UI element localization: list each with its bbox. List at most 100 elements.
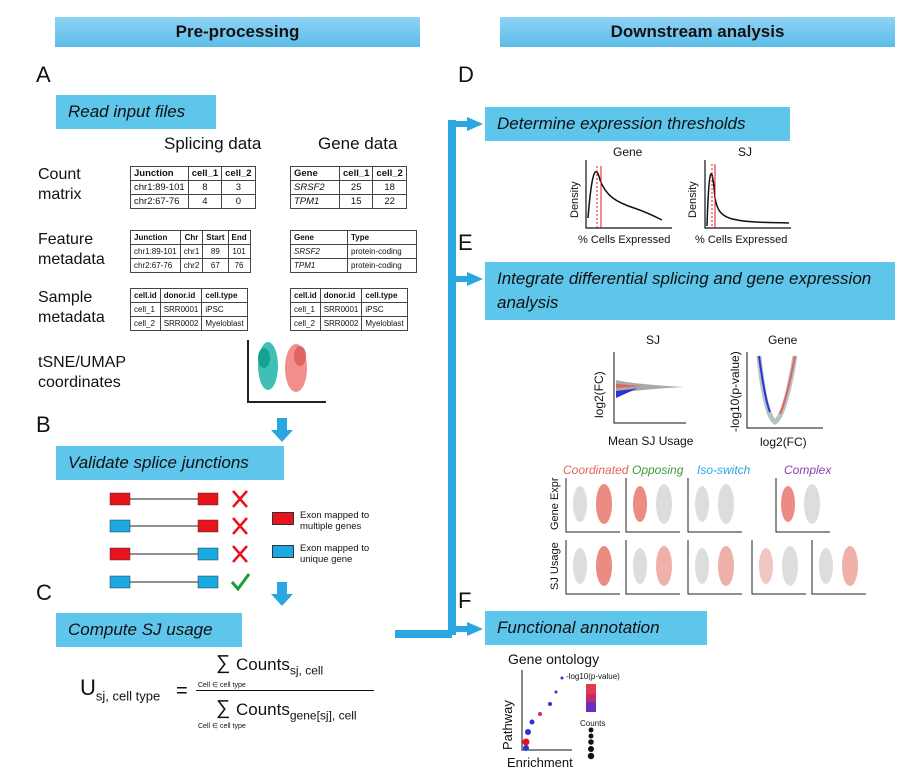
table-cell: 15 [338,194,374,209]
integrate-box: Integrate differential splicing and gene… [485,262,895,320]
legend-red-swatch [272,512,294,525]
table-cell: donor.id [319,288,363,303]
gene-data-title: Gene data [318,134,398,153]
table-cell: Junction [130,230,181,245]
formula-denominator: Countsgene[sj], cell [236,700,357,722]
diff-sj-ylabel: log2(FC) [592,371,606,418]
legend-red-label: Exon mapped to multiple genes [300,510,370,532]
umap-gene-opposing [625,478,680,533]
row-label-count-matrix: Count matrix [38,166,82,203]
density-gene-xlabel: % Cells Expressed [578,234,671,246]
table-cell: chr1:89-101 [130,180,189,195]
umap-sj-opposing [625,540,680,595]
table-cell: TPM1 [290,258,348,273]
umap-sj-isoswitch [687,540,742,595]
table-cell: cell.id [130,288,161,303]
thresholds-box: Determine expression thresholds [485,107,790,141]
table-cell: Myeloblast [361,316,408,331]
table-cell: donor.id [159,288,203,303]
umap-sj-complex-b [811,540,866,595]
read-input-box: Read input files [56,95,216,129]
umap-sj-coordinated [565,540,620,595]
table-cell: Junction [130,166,189,181]
table-cell: Start [202,230,229,245]
formula-u-letter: U [80,675,96,700]
table-cell: chr2:67-76 [130,194,189,209]
category-opposing: Opposing [632,463,684,477]
table-cell: cell.id [290,288,321,303]
table-cell: 89 [202,244,229,259]
go-counts-label: Counts [580,719,606,728]
formula-num-under: Cell ∈ cell type [198,682,246,689]
umap-gene-isoswitch [687,478,742,533]
connector-arrows [395,117,483,638]
compute-box: Compute SJ usage [56,613,242,647]
table-cell: cell.type [361,288,408,303]
density-sj-xlabel: % Cells Expressed [695,234,788,246]
table-cell: 67 [202,258,229,273]
diff-gene-ylabel: -log10(p-value) [728,351,742,432]
splicing-data-title: Splicing data [164,134,262,153]
umap-gene-coordinated [565,478,620,533]
diff-sj-title: SJ [646,333,661,347]
diff-gene-title: Gene [768,333,798,347]
table-cell: End [227,230,251,245]
formula-den-under: Cell ∈ cell type [198,723,246,730]
table-cell: SRR0002 [319,316,363,331]
table-cell: Gene [290,166,340,181]
table-cell: chr1:89-101 [130,244,181,259]
down-arrow [271,582,293,606]
junction-diagram [109,490,251,592]
category-isoswitch: Iso-switch [697,463,751,477]
functional-box: Functional annotation [485,611,707,645]
table-cell: SRR0002 [159,316,203,331]
volcano-plot [746,352,823,429]
legend-blue-swatch [272,545,294,558]
density-sj-ylabel: Density [687,181,699,218]
table-cell: Gene [290,230,348,245]
table-cell: chr2 [179,258,204,273]
row-label-tsne: tSNE/UMAP coordinates [38,354,126,391]
panel-letter-c: C [36,580,52,605]
density-sj-plot [704,160,791,229]
panel-letter-b: B [36,412,51,437]
table-cell: cell_1 [290,302,321,317]
go-pathway-label: Pathway [500,700,515,750]
table-cell: Myeloblast [201,316,248,331]
table-cell: TPM1 [290,194,340,209]
formula-fraction-bar [196,690,374,691]
table-cell: SRR0001 [319,302,363,317]
table-cell: Chr [179,230,204,245]
numerator-word: Counts [236,655,290,674]
table-cell: cell_2 [221,166,256,181]
numerator-sub: sj, cell [289,663,324,678]
denominator-word: Counts [236,700,290,719]
gene-feature-table: Gene Type SRSF2 protein-coding TPM1 protein… [290,230,417,273]
go-enrichment-label: Enrichment [507,755,573,770]
table-cell: cell_2 [130,316,161,331]
legend-blue-label: Exon mapped to unique gene [300,543,370,565]
validate-box: Validate splice junctions [56,446,284,480]
table-cell: 25 [338,180,374,195]
table-cell: 76 [227,258,251,273]
gene-sample-table: cell.id donor.id cell.type cell_1 SRR0001 iP… [290,288,408,331]
go-pval-label: -log10(p-value) [566,672,620,681]
table-cell: SRSF2 [290,244,348,259]
ma-plot [613,352,686,424]
table-cell: 101 [227,244,251,259]
formula-sum-num: ∑ [216,652,231,674]
row-sj-usage: SJ Usage [549,542,561,590]
row-gene-expr: Gene Expr [549,477,561,530]
category-coordinated: Coordinated [563,463,629,477]
table-cell: iPSC [201,302,248,317]
panel-letter-d: D [458,62,474,87]
tsne-plot [247,340,326,403]
table-cell: cell_1 [187,166,223,181]
formula-u: Usj, cell type [80,675,160,703]
sj-feature-table: Junction Chr Start End chr1:89-101 chr1 89 101… [130,230,251,273]
down-arrow [271,418,293,442]
go-dotplot [521,670,596,760]
formula-sum-den: ∑ [216,697,231,719]
umap-gene-complex [775,478,830,533]
density-gene-ylabel: Density [569,181,581,218]
